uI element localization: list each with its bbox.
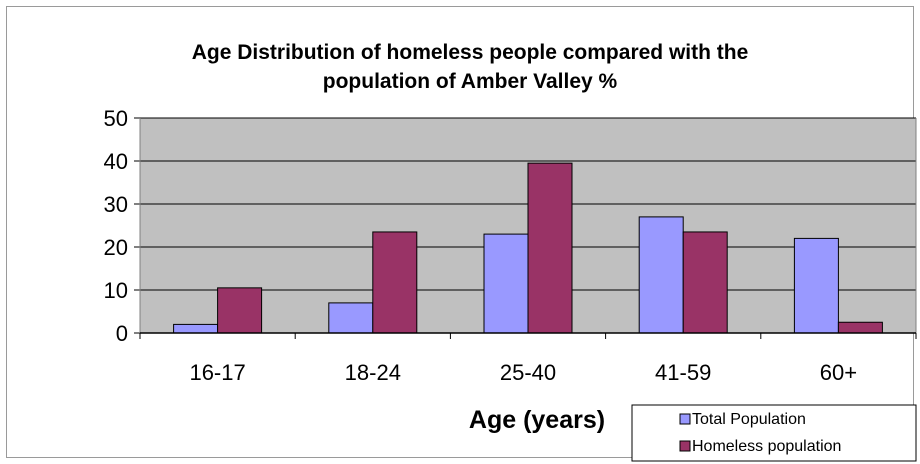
plot-area: 0 10 20 30 40 50 16-17 18-24 25-40 41-59 60+ bbox=[104, 106, 917, 385]
bar-homeless-population-18-24 bbox=[372, 231, 418, 334]
legend-box bbox=[631, 404, 917, 462]
bar-homeless-population-41-59 bbox=[682, 231, 728, 334]
legend-swatch-homeless-population bbox=[679, 440, 691, 452]
y-tick-label-50: 50 bbox=[104, 106, 128, 131]
bar-homeless-population-25-40 bbox=[527, 162, 573, 334]
y-tick-label-0: 0 bbox=[116, 321, 128, 346]
x-tick-label-18-24: 18-24 bbox=[345, 360, 401, 385]
x-tick-label-60+: 60+ bbox=[820, 360, 857, 385]
x-tick-label-16-17: 16-17 bbox=[189, 360, 245, 385]
y-tick-label-40: 40 bbox=[104, 149, 128, 174]
y-tick-label-20: 20 bbox=[104, 235, 128, 260]
x-tick-label-25-40: 25-40 bbox=[500, 360, 556, 385]
chart-title-line-1: Age Distribution of homeless people comp… bbox=[192, 41, 749, 64]
bar-total-population-18-24 bbox=[328, 302, 374, 334]
chart-title-line-2: population of Amber Valley % bbox=[323, 70, 618, 93]
y-tick-label-10: 10 bbox=[104, 278, 128, 303]
bar-homeless-population-60+ bbox=[837, 321, 883, 334]
bar-homeless-population-16-17 bbox=[217, 287, 263, 334]
y-tick-label-30: 30 bbox=[104, 192, 128, 217]
legend-swatch-total-population bbox=[679, 413, 691, 425]
legend-label-total-population: Total Population bbox=[692, 411, 806, 428]
bar-total-population-25-40 bbox=[483, 233, 529, 334]
legend: Total Population Homeless population bbox=[631, 404, 917, 462]
bar-total-population-16-17 bbox=[173, 323, 219, 334]
legend-label-homeless-population: Homeless population bbox=[692, 438, 841, 455]
x-tick-label-41-59: 41-59 bbox=[655, 360, 711, 385]
bar-total-population-60+ bbox=[793, 237, 839, 334]
bar-total-population-41-59 bbox=[638, 216, 684, 334]
x-axis-label: Age (years) bbox=[469, 406, 605, 434]
